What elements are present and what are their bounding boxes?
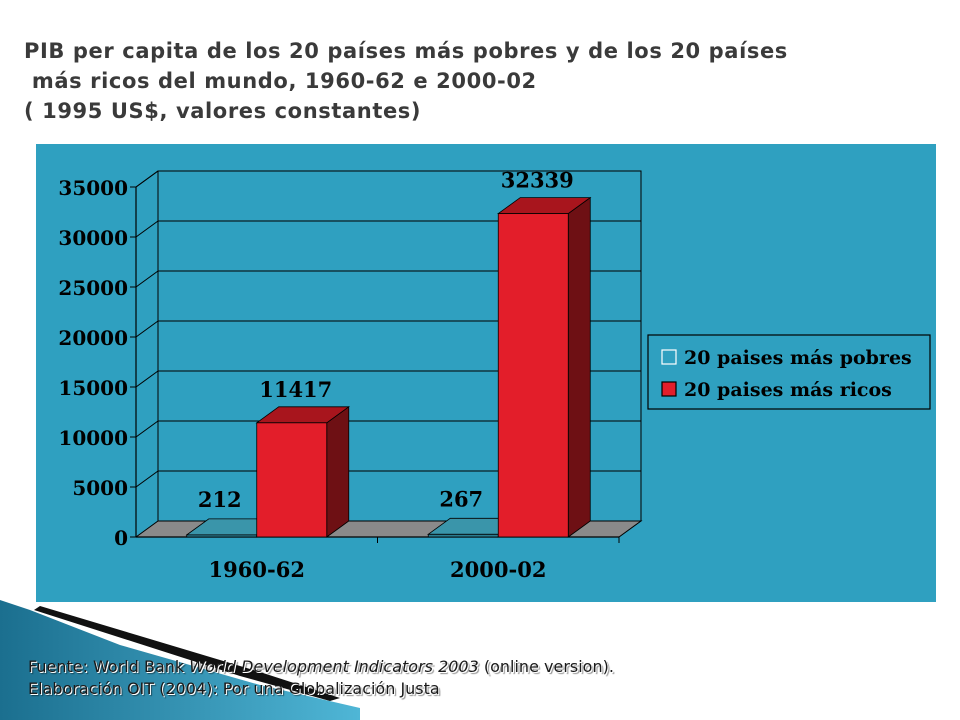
gridline-diagonal (135, 270, 159, 288)
y-tick-label: 10000 (58, 426, 128, 450)
y-tick-label: 25000 (58, 276, 128, 300)
title-line-1: PIB per capita de los 20 países más pobr… (24, 39, 788, 63)
source-note: Fuente: World Bank World Development Ind… (28, 656, 788, 700)
legend-box (647, 334, 931, 410)
gridline-diagonal (135, 470, 159, 488)
decoration-stripe (34, 606, 340, 701)
legend-label: 20 paises más pobres (684, 347, 912, 369)
y-tick-label: 30000 (58, 226, 128, 250)
title-line-3: ( 1995 US$, valores constantes) (24, 99, 422, 123)
slide-decoration (0, 600, 360, 720)
y-tick-label: 0 (114, 526, 128, 550)
data-labels: 212 11417 267 32339 (198, 168, 574, 512)
data-label: 11417 (259, 377, 332, 402)
x-tick-label: 1960-62 (209, 557, 305, 582)
x-tick-label: 2000-02 (450, 557, 546, 582)
bar-side (567, 196, 591, 538)
decoration-wave (0, 600, 360, 720)
gridline-diagonal (135, 320, 159, 338)
slide-title: PIB per capita de los 20 países más pobr… (24, 36, 924, 126)
x-axis-ticks: 1960-62 2000-02 (209, 537, 620, 582)
legend-label: 20 paises más ricos (684, 379, 892, 401)
gridline-diagonal (135, 370, 159, 388)
bar (186, 534, 258, 538)
y-tick-label: 15000 (58, 376, 128, 400)
source-line-2: Elaboración OIT (2004): Por una Globaliz… (28, 679, 440, 698)
y-axis: 0 5000 10000 15000 20000 25000 30000 35000 (58, 170, 159, 550)
legend: 20 paises más pobres 20 paises más ricos (647, 334, 931, 410)
y-tick-label: 5000 (72, 476, 128, 500)
data-label: 212 (198, 487, 242, 512)
bar-side (326, 406, 350, 538)
gridline-diagonal (135, 220, 159, 238)
data-label: 267 (439, 486, 483, 511)
source-line-1: Fuente: World Bank World Development Ind… (28, 657, 614, 676)
bar (497, 213, 569, 538)
legend-swatch (661, 349, 677, 365)
gridline-diagonal (135, 420, 159, 438)
y-tick-label: 20000 (58, 326, 128, 350)
legend-swatch (661, 381, 677, 397)
y-tick-label: 35000 (58, 176, 128, 200)
bars (185, 196, 592, 538)
bar (256, 422, 328, 538)
title-line-2: más ricos del mundo, 1960-62 e 2000-02 (24, 69, 537, 93)
y-axis-top (135, 170, 159, 188)
bar (427, 533, 499, 538)
bar-chart: 0 5000 10000 15000 20000 25000 30000 35000 212 1… (36, 144, 936, 602)
data-label: 32339 (501, 168, 574, 193)
